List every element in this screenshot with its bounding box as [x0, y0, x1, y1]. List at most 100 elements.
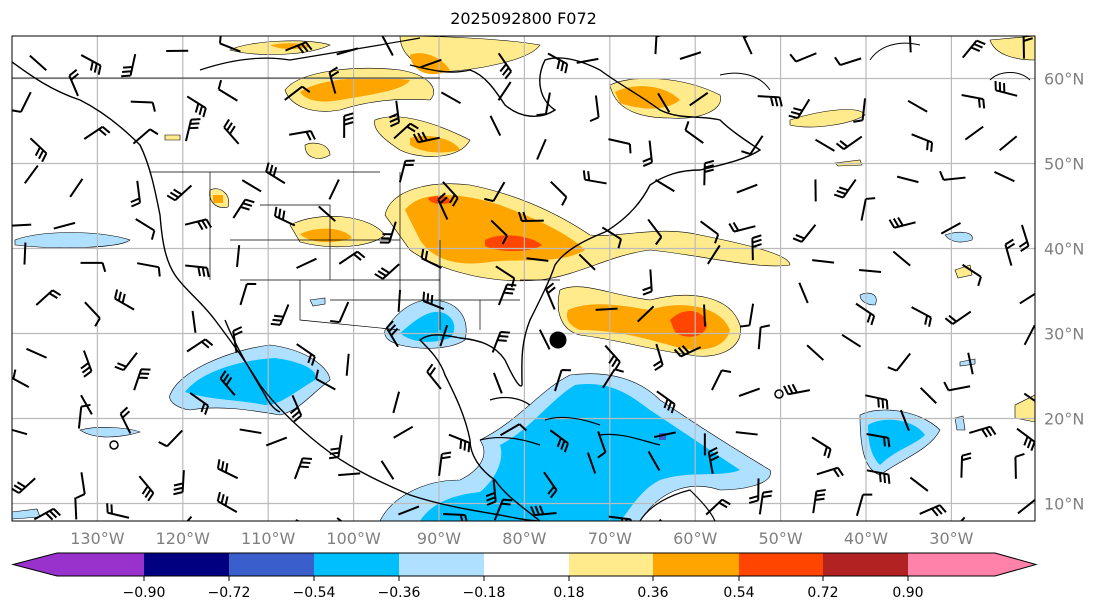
wind-barb [1023, 392, 1035, 403]
wind-barb [448, 433, 471, 453]
wind-barb [289, 394, 303, 423]
wind-barb [865, 394, 889, 410]
wind-barb [114, 289, 135, 311]
wind-barb [751, 234, 762, 261]
wind-barb [783, 383, 811, 396]
wind-barb [497, 283, 517, 306]
wind-barb [582, 170, 607, 185]
wind-barb [792, 224, 817, 243]
wind-barb [538, 329, 551, 350]
wind-barb [835, 135, 863, 151]
wind-barb [589, 95, 600, 123]
coastlines [12, 37, 1031, 521]
wind-barb [35, 289, 62, 306]
wind-barb [491, 330, 510, 353]
wind-barb [345, 353, 350, 376]
wind-barb [943, 381, 971, 392]
wind-barb [549, 429, 569, 453]
wind-barb [398, 159, 415, 183]
wind-barb [295, 519, 301, 521]
wind-barb [758, 490, 773, 515]
wind-barb [684, 121, 704, 144]
wind-barb [29, 137, 48, 163]
wind-barb [186, 515, 193, 521]
lon-label: 30°W [929, 529, 974, 548]
wind-barb [543, 471, 558, 499]
wind-barb [608, 138, 632, 154]
wind-barb [23, 164, 39, 184]
wind-barb [896, 175, 919, 184]
wind-barb [812, 259, 835, 264]
wind-barb [788, 98, 811, 120]
wind-barb [239, 428, 262, 435]
lon-label: 50°W [758, 529, 803, 548]
lon-label: 40°W [843, 529, 889, 548]
wind-barb [119, 406, 132, 434]
wind-barb [642, 269, 653, 296]
wind-barb [106, 503, 130, 519]
wind-barb [173, 470, 185, 496]
wind-barb [545, 282, 556, 310]
wind-barb [315, 369, 336, 391]
wind-barb [742, 36, 753, 55]
wind-barb [919, 387, 937, 404]
wind-barb [707, 244, 721, 265]
wind-barb [343, 112, 354, 138]
wind-barb [711, 369, 732, 391]
wind-barb [962, 263, 982, 287]
wind-barb [121, 53, 137, 78]
wind-barb [939, 170, 966, 181]
wind-barb [166, 184, 193, 202]
wind-barb [158, 429, 184, 448]
wind-barb [219, 370, 236, 396]
wind-barb [132, 128, 159, 145]
wind-barb [834, 56, 862, 67]
wind-barb [284, 85, 311, 101]
wind-barb [69, 178, 84, 198]
wind-barb [673, 345, 702, 358]
colorbar-segment [739, 553, 823, 576]
wind-barb [911, 306, 932, 327]
wind-barb [536, 92, 551, 117]
wind-barb [789, 52, 817, 63]
wind-barb [186, 95, 207, 118]
colorbar-segment [144, 553, 229, 576]
wind-barb [911, 133, 934, 152]
wind-barb [657, 92, 671, 113]
wind-barb [12, 91, 32, 113]
wind-barb [595, 307, 618, 311]
wind-barb [385, 320, 399, 348]
colorbar-tick-label: −0.72 [207, 585, 251, 601]
wind-barb [83, 125, 111, 140]
wind-barb [655, 178, 675, 193]
lat-label: 40°N [1044, 239, 1085, 258]
wind-barb [75, 472, 86, 499]
wind-barb [940, 222, 961, 235]
wind-barb [216, 491, 238, 513]
wind-barb [437, 192, 449, 220]
lat-label: 60°N [1044, 69, 1085, 88]
map-frame [11, 35, 1036, 522]
wind-barb [296, 257, 317, 269]
wind-barb [33, 507, 61, 521]
wind-barb [12, 223, 32, 227]
wind-barb [969, 425, 997, 438]
wind-barb [189, 392, 210, 415]
wind-barb [440, 91, 462, 105]
wind-barb [293, 457, 313, 480]
wind-barb [186, 338, 214, 353]
wind-barb [518, 211, 544, 223]
wind-barb [438, 451, 452, 476]
wind-barb [841, 333, 862, 348]
wind-barb [420, 58, 442, 69]
wind-barb [578, 253, 596, 271]
wind-barb [536, 138, 547, 160]
wind-barb [757, 324, 771, 350]
lon-label: 130°W [70, 529, 125, 548]
wind-barb [866, 433, 891, 448]
wind-barb [757, 95, 783, 107]
colorbar [11, 552, 1038, 581]
wind-barb [398, 505, 420, 516]
wind-barb [653, 431, 676, 439]
